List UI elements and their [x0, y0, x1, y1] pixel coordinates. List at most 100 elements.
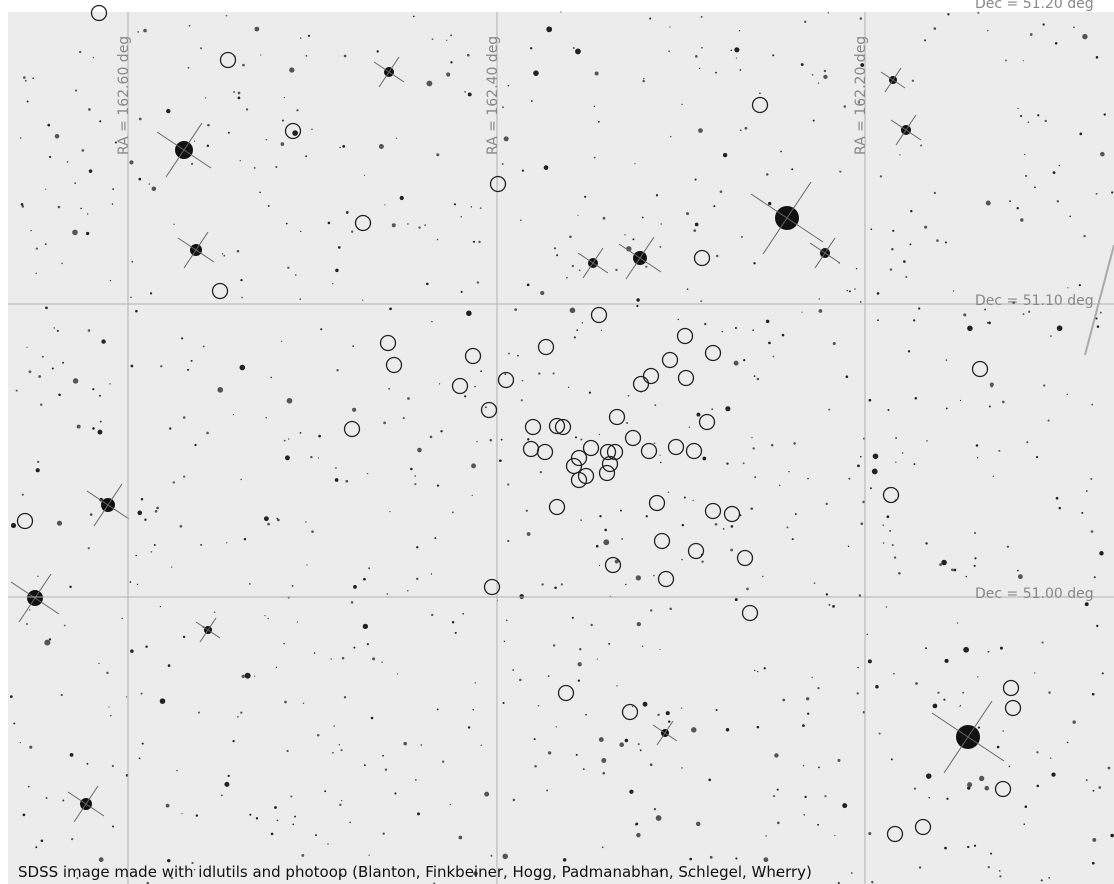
star — [540, 291, 544, 295]
star — [93, 57, 94, 58]
star — [306, 564, 307, 565]
star — [191, 360, 193, 362]
star — [389, 511, 390, 512]
star — [693, 229, 696, 232]
star — [657, 714, 659, 716]
sky-image: RA = 162.60 deg RA = 162.40 deg RA = 162… — [0, 0, 1114, 884]
star — [826, 503, 828, 505]
star — [603, 539, 609, 545]
star — [1020, 218, 1023, 221]
star — [782, 334, 785, 337]
star — [566, 277, 568, 279]
star — [572, 617, 574, 619]
star — [1057, 200, 1059, 202]
star — [109, 383, 110, 384]
star — [466, 311, 472, 317]
star — [833, 342, 836, 345]
ra-label: RA = 162.40 deg — [485, 36, 501, 155]
star — [152, 186, 157, 191]
star — [44, 640, 50, 646]
star — [145, 645, 147, 647]
star — [427, 81, 433, 87]
star — [434, 537, 436, 539]
star — [468, 726, 470, 728]
star — [249, 583, 251, 585]
star — [363, 578, 366, 581]
star — [472, 709, 473, 710]
star — [283, 643, 284, 644]
star — [504, 641, 505, 642]
star — [645, 266, 647, 268]
star — [1110, 834, 1114, 838]
star — [417, 812, 420, 815]
star — [254, 675, 255, 676]
star — [701, 47, 703, 49]
star — [773, 356, 775, 358]
star — [880, 175, 882, 177]
star — [349, 822, 350, 823]
star — [1086, 779, 1088, 781]
star — [1092, 838, 1096, 842]
star — [130, 649, 134, 653]
star — [895, 437, 897, 439]
star — [131, 365, 134, 368]
star — [100, 421, 102, 423]
star — [561, 583, 563, 585]
star — [522, 170, 524, 172]
star — [499, 459, 502, 462]
star — [112, 188, 114, 190]
star — [752, 329, 754, 331]
star — [849, 290, 851, 292]
star — [160, 365, 162, 367]
star — [580, 438, 582, 440]
star — [818, 82, 819, 83]
star — [254, 27, 259, 32]
star — [637, 622, 641, 626]
star — [362, 299, 363, 300]
star — [110, 715, 112, 717]
star — [264, 516, 269, 521]
star — [151, 551, 153, 553]
star — [860, 17, 863, 20]
ra-label: RA = 162.20 deg — [853, 36, 869, 155]
star — [804, 796, 806, 798]
star — [517, 355, 519, 357]
star — [173, 224, 174, 225]
star — [873, 453, 879, 459]
star — [28, 786, 30, 788]
star — [1017, 108, 1018, 109]
star — [963, 313, 966, 316]
star — [915, 397, 918, 400]
star — [62, 362, 64, 364]
star — [57, 521, 62, 526]
star — [945, 241, 947, 243]
star — [715, 523, 718, 526]
star — [99, 857, 104, 862]
star — [368, 567, 370, 569]
star — [908, 350, 910, 352]
star — [29, 746, 32, 749]
star — [268, 618, 269, 619]
star — [635, 823, 638, 826]
star — [513, 799, 516, 802]
star — [42, 356, 44, 358]
star — [352, 345, 354, 347]
star — [228, 132, 230, 134]
star — [389, 307, 392, 310]
star — [568, 387, 569, 388]
star — [963, 647, 969, 653]
star — [289, 67, 294, 72]
star — [467, 54, 470, 57]
star — [832, 605, 835, 608]
star — [986, 201, 991, 206]
star — [311, 530, 314, 533]
star — [126, 696, 127, 697]
star — [1048, 877, 1050, 879]
star — [437, 484, 439, 486]
star — [951, 568, 954, 571]
star — [86, 232, 89, 235]
star — [636, 833, 640, 837]
star — [934, 192, 936, 194]
star — [920, 145, 922, 147]
star — [824, 795, 826, 797]
